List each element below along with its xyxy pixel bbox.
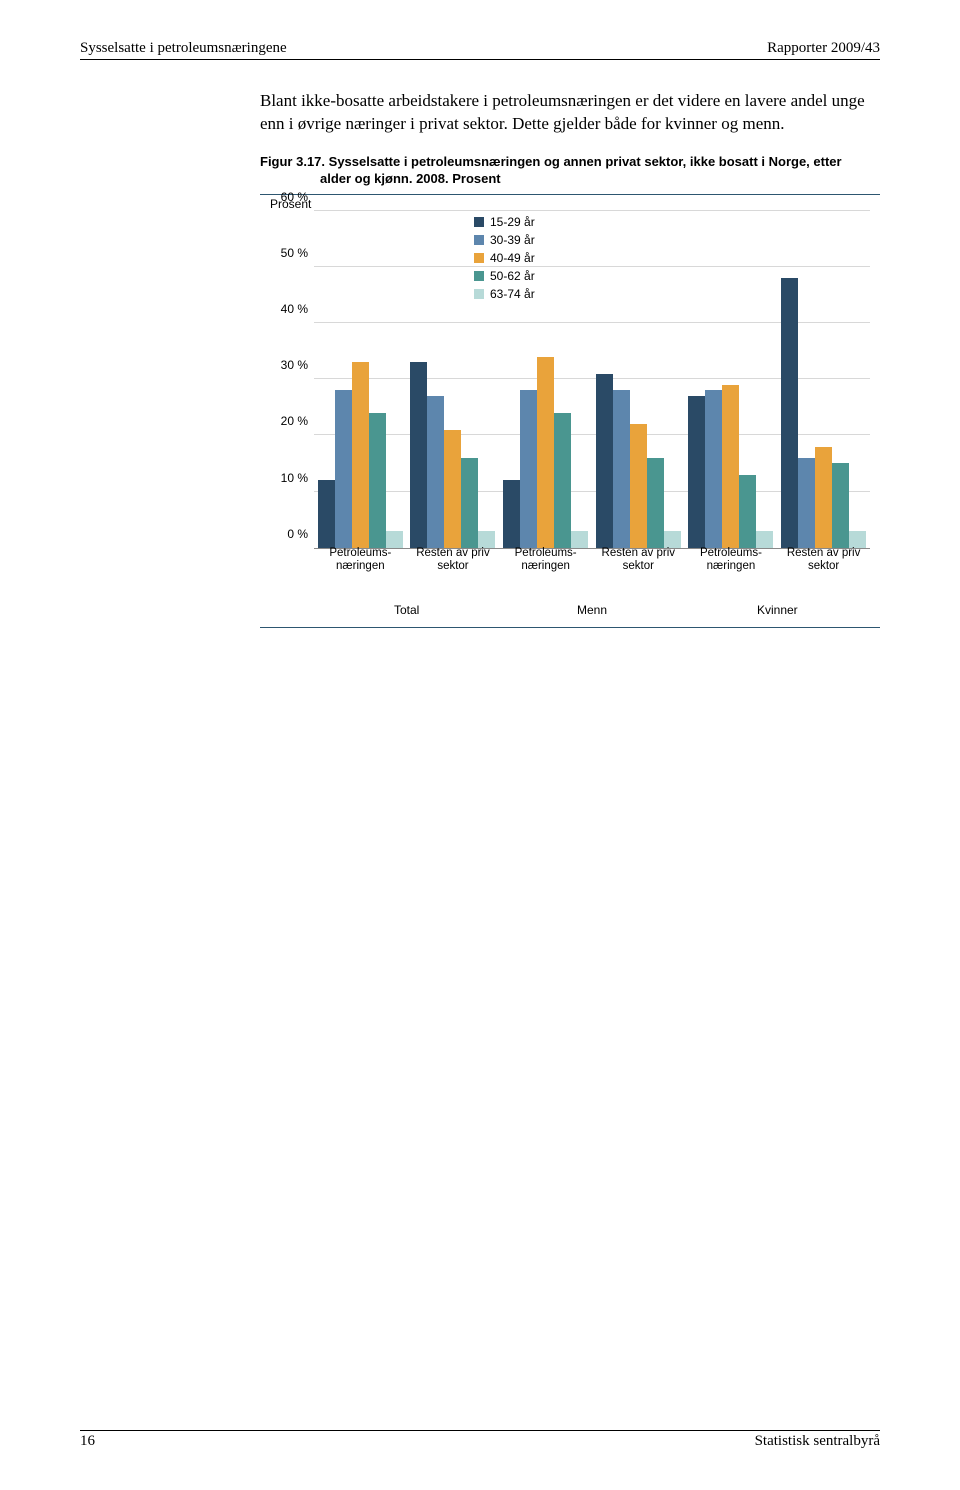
- y-tick-label: 60 %: [270, 190, 308, 204]
- bar: [386, 531, 403, 548]
- y-tick-label: 50 %: [270, 246, 308, 260]
- x-axis-sector-labels: TotalMennKvinner: [314, 603, 870, 617]
- bar: [335, 390, 352, 547]
- plot-area: 0 %10 %20 %30 %40 %50 %60 % 15-29 år30-3…: [314, 211, 870, 549]
- x-group-label: Petroleums-næringen: [317, 547, 403, 572]
- bar: [461, 458, 478, 548]
- bar: [369, 413, 386, 548]
- figure-caption: Figur 3.17. Sysselsatte i petroleumsnæri…: [260, 154, 880, 188]
- bar: [503, 480, 520, 547]
- x-sector-label: Kvinner: [685, 603, 870, 617]
- bar: [739, 475, 756, 548]
- bar: [722, 385, 739, 548]
- footer-source: Statistisk sentralbyrå: [755, 1433, 880, 1450]
- bar-group: [781, 211, 867, 548]
- bar: [596, 374, 613, 548]
- bar: [664, 531, 681, 548]
- bar: [352, 362, 369, 547]
- x-group-label: Resten av privsektor: [595, 547, 681, 572]
- bar: [781, 278, 798, 548]
- bar: [427, 396, 444, 548]
- y-tick-label: 30 %: [270, 358, 308, 372]
- bar-group: [317, 211, 403, 548]
- y-tick-label: 10 %: [270, 471, 308, 485]
- page-header: Sysselsatte i petroleumsnæringene Rappor…: [80, 40, 880, 60]
- bar: [410, 362, 427, 547]
- bar: [571, 531, 588, 548]
- bar-group: [503, 211, 589, 548]
- bar-group: [595, 211, 681, 548]
- bar-group: [688, 211, 774, 548]
- figure-title-line2: alder og kjønn. 2008. Prosent: [260, 171, 880, 188]
- bar-groups: [314, 211, 870, 548]
- x-sector-label: Total: [314, 603, 499, 617]
- bar: [705, 390, 722, 547]
- x-group-label: Petroleums-næringen: [688, 547, 774, 572]
- body-paragraph: Blant ikke-bosatte arbeidstakere i petro…: [260, 90, 880, 136]
- bar: [630, 424, 647, 548]
- footer-page-number: 16: [80, 1433, 95, 1450]
- header-right: Rapporter 2009/43: [767, 40, 880, 57]
- figure-number: Figur 3.17.: [260, 154, 325, 169]
- bar-group: [410, 211, 496, 548]
- bar: [318, 480, 335, 547]
- bar: [815, 447, 832, 548]
- chart-container: Prosent 0 %10 %20 %30 %40 %50 %60 % 15-2…: [260, 194, 880, 628]
- figure-title-line1: Sysselsatte i petroleumsnæringen og anne…: [329, 154, 842, 169]
- bar: [798, 458, 815, 548]
- bar: [444, 430, 461, 548]
- bar: [756, 531, 773, 548]
- bar: [688, 396, 705, 548]
- y-tick-label: 0 %: [270, 527, 308, 541]
- bar: [832, 463, 849, 547]
- page-footer: 16 Statistisk sentralbyrå: [80, 1430, 880, 1450]
- x-group-label: Petroleums-næringen: [503, 547, 589, 572]
- bar: [520, 390, 537, 547]
- x-group-label: Resten av privsektor: [781, 547, 867, 572]
- bar: [537, 357, 554, 548]
- y-tick-label: 20 %: [270, 414, 308, 428]
- y-tick-label: 40 %: [270, 302, 308, 316]
- x-sector-label: Menn: [499, 603, 684, 617]
- x-axis-labels-row1: Petroleums-næringenResten av privsektorP…: [314, 547, 870, 572]
- bar: [554, 413, 571, 548]
- bar: [647, 458, 664, 548]
- header-left: Sysselsatte i petroleumsnæringene: [80, 40, 287, 57]
- x-group-label: Resten av privsektor: [410, 547, 496, 572]
- bar: [849, 531, 866, 548]
- bar: [613, 390, 630, 547]
- bar: [478, 531, 495, 548]
